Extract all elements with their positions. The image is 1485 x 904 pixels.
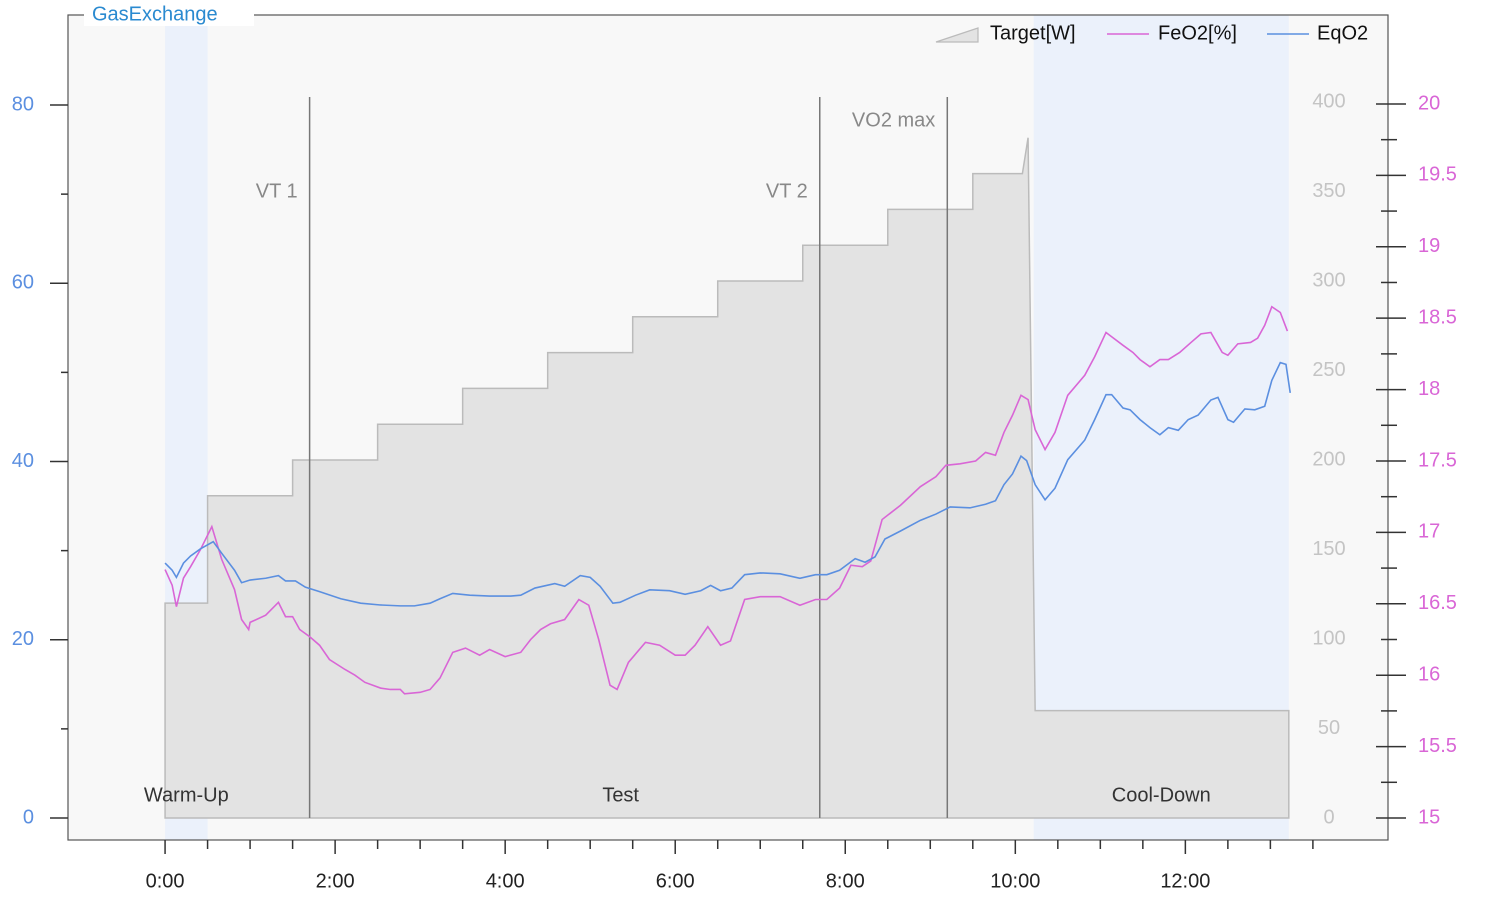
- plot-frame: [67, 14, 1389, 841]
- line-series: [164, 361, 1292, 607]
- threshold-label: VT 2: [766, 180, 808, 202]
- x-tick-label: 8:00: [826, 870, 865, 892]
- line-series: [164, 305, 1289, 695]
- y3-tick-label: 16: [1418, 663, 1440, 685]
- legend-label: EqO2: [1317, 22, 1368, 44]
- y2-tick-label: 150: [1312, 538, 1345, 560]
- x-tick-label: 0:00: [146, 870, 185, 892]
- y2-tick-label: 250: [1312, 359, 1345, 381]
- threshold-label: VT 1: [256, 180, 298, 202]
- phase-label: Test: [602, 784, 639, 806]
- legend-swatch: [935, 27, 979, 43]
- x-tick-label: 12:00: [1160, 870, 1210, 892]
- y-tick-label: 80: [12, 93, 34, 115]
- y2-tick-label: 350: [1312, 180, 1345, 202]
- legend-label: Target[W]: [990, 22, 1076, 44]
- y3-tick-label: 19: [1418, 235, 1440, 257]
- y-tick-label: 0: [23, 806, 34, 828]
- y2-tick-label: 200: [1312, 448, 1345, 470]
- y2-tick-label: 50: [1318, 717, 1340, 739]
- phase-label: Warm-Up: [144, 784, 229, 806]
- y2-tick-label: 400: [1312, 90, 1345, 112]
- y2-tick-label: 100: [1312, 627, 1345, 649]
- y3-tick-label: 17.5: [1418, 449, 1457, 471]
- y2-tick-label: 0: [1323, 806, 1334, 828]
- y-tick-label: 40: [12, 450, 34, 472]
- x-tick-label: 2:00: [316, 870, 355, 892]
- y-tick-label: 60: [12, 272, 34, 294]
- y3-tick-label: 18.5: [1418, 306, 1457, 328]
- y3-tick-label: 18: [1418, 378, 1440, 400]
- y3-tick-label: 17: [1418, 521, 1440, 543]
- y3-tick-label: 16.5: [1418, 592, 1457, 614]
- y-tick-label: 20: [12, 628, 34, 650]
- x-tick-label: 10:00: [990, 870, 1040, 892]
- y3-tick-label: 15: [1418, 806, 1440, 828]
- title-background: [84, 4, 254, 26]
- y3-tick-label: 15.5: [1418, 735, 1457, 757]
- chart-title: GasExchange: [92, 3, 218, 25]
- legend-label: FeO2[%]: [1158, 22, 1237, 44]
- y2-tick-label: 300: [1312, 269, 1345, 291]
- x-tick-label: 6:00: [656, 870, 695, 892]
- phase-label: Cool-Down: [1112, 784, 1211, 806]
- phase-band: [1033, 15, 1289, 840]
- area-series: [164, 137, 1290, 819]
- threshold-label: VO2 max: [852, 109, 935, 131]
- x-tick-label: 4:00: [486, 870, 525, 892]
- y3-tick-label: 19.5: [1418, 164, 1457, 186]
- y3-tick-label: 20: [1418, 92, 1440, 114]
- plot-layer: VT 1 VT 2 VO2 max Warm-Up Test Cool-Down: [144, 15, 1292, 840]
